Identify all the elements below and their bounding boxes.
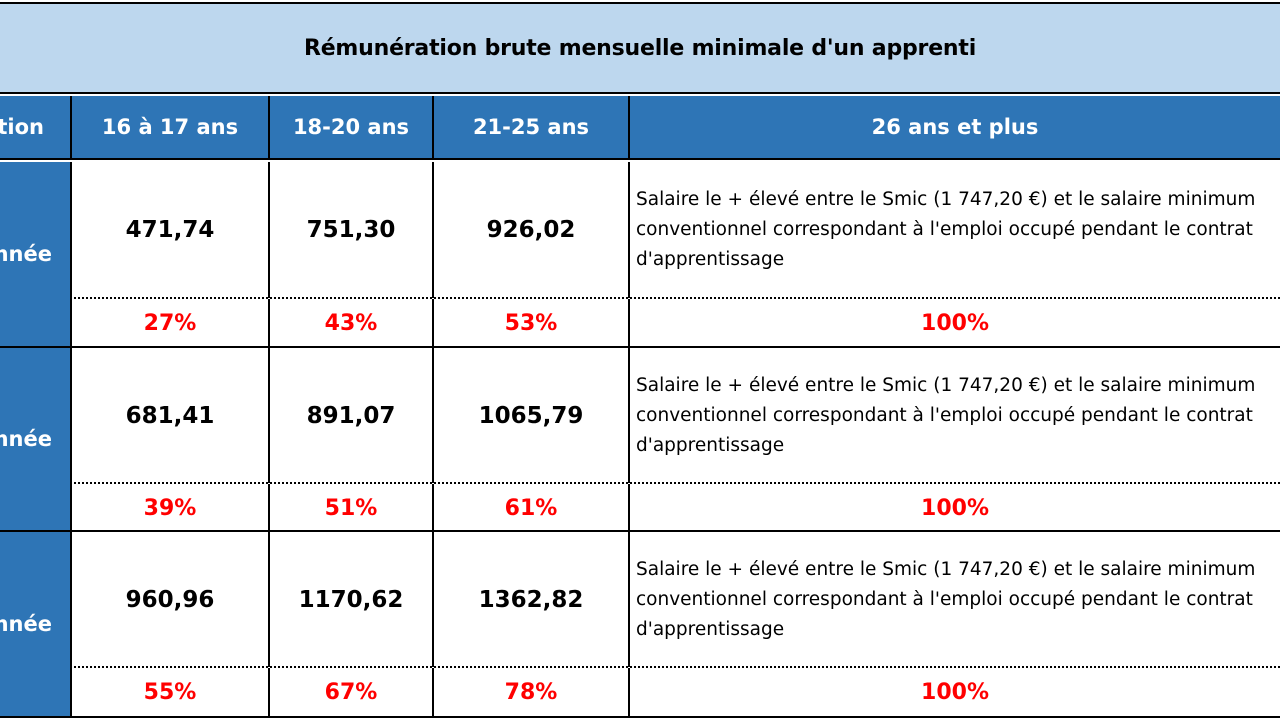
table-cell: 100% (628, 484, 1280, 532)
header-formation-label: tion (0, 115, 44, 139)
divider (0, 346, 1280, 348)
header-21-25-label: 21-25 ans (472, 115, 590, 139)
table-cell: 53% (432, 299, 628, 348)
table-cell: 751,30 (268, 162, 432, 298)
table-cell: 27% (70, 299, 268, 348)
table-cell: 471,74 (70, 162, 268, 298)
table-cell: 100% (628, 668, 1280, 716)
percent-value: 51% (324, 495, 378, 521)
header-18-20: 18-20 ans (268, 96, 432, 160)
header-26-plus: 26 ans et plus (628, 96, 1280, 160)
table-cell: 78% (432, 668, 628, 716)
table-cell: 61% (432, 484, 628, 532)
table-title-band: Rémunération brute mensuelle minimale d'… (0, 2, 1280, 94)
amount-value: 1170,62 (298, 586, 404, 613)
table-cell: 39% (70, 484, 268, 532)
table-cell: 1362,82 (432, 532, 628, 667)
table-cell: 43% (268, 299, 432, 348)
percent-value: 55% (143, 679, 197, 705)
percent-value: 61% (504, 495, 558, 521)
header-16-17: 16 à 17 ans (70, 96, 268, 160)
divider (70, 666, 1280, 668)
percent-value: 39% (143, 495, 197, 521)
header-16-17-label: 16 à 17 ans (101, 115, 239, 139)
table-cell: 960,96 (70, 532, 268, 667)
percent-value: 78% (504, 679, 558, 705)
amount-value: 1362,82 (478, 586, 584, 613)
row-label-3: nnée (0, 532, 70, 718)
divider (70, 297, 1280, 299)
description-text: Salaire le + élevé entre le Smic (1 747,… (636, 558, 1256, 640)
table-cell: 1170,62 (268, 532, 432, 667)
table-cell: 681,41 (70, 348, 268, 483)
percent-value: 27% (143, 311, 197, 336)
divider (0, 716, 1280, 718)
amount-value: 681,41 (125, 402, 215, 429)
description-cell: Salaire le + élevé entre le Smic (1 747,… (628, 532, 1280, 667)
table-cell: 891,07 (268, 348, 432, 483)
table-cell: 55% (70, 668, 268, 716)
amount-value: 926,02 (486, 217, 576, 243)
row-label-2: nnée (0, 348, 70, 532)
amount-value: 960,96 (125, 586, 215, 613)
divider (70, 482, 1280, 484)
amount-value: 751,30 (306, 217, 396, 243)
divider (0, 530, 1280, 532)
header-21-25: 21-25 ans (432, 96, 628, 160)
row-label-1: nnée (0, 162, 70, 348)
amount-value: 471,74 (125, 217, 215, 243)
row-label-text-2: nnée (0, 427, 52, 451)
amount-value: 1065,79 (478, 402, 584, 429)
percent-value: 100% (921, 311, 989, 336)
table-cell: 1065,79 (432, 348, 628, 483)
description-cell: Salaire le + élevé entre le Smic (1 747,… (628, 348, 1280, 483)
row-label-text-1: nnée (0, 242, 52, 266)
table-cell: 67% (268, 668, 432, 716)
description-text: Salaire le + élevé entre le Smic (1 747,… (636, 189, 1256, 270)
table-cell: 51% (268, 484, 432, 532)
percent-value: 43% (324, 311, 378, 336)
percent-value: 67% (324, 679, 378, 705)
table-title: Rémunération brute mensuelle minimale d'… (303, 35, 977, 61)
amount-value: 891,07 (306, 402, 396, 429)
description-cell: Salaire le + élevé entre le Smic (1 747,… (628, 162, 1280, 298)
percent-value: 100% (921, 495, 989, 521)
description-text: Salaire le + élevé entre le Smic (1 747,… (636, 374, 1256, 456)
header-formation: tion (0, 96, 70, 160)
row-label-text-3: nnée (0, 612, 52, 636)
header-26-plus-label: 26 ans et plus (871, 115, 1039, 139)
header-18-20-label: 18-20 ans (292, 115, 410, 139)
table-cell: 100% (628, 299, 1280, 348)
percent-value: 100% (921, 679, 989, 705)
table-cell: 926,02 (432, 162, 628, 298)
percent-value: 53% (504, 311, 558, 336)
